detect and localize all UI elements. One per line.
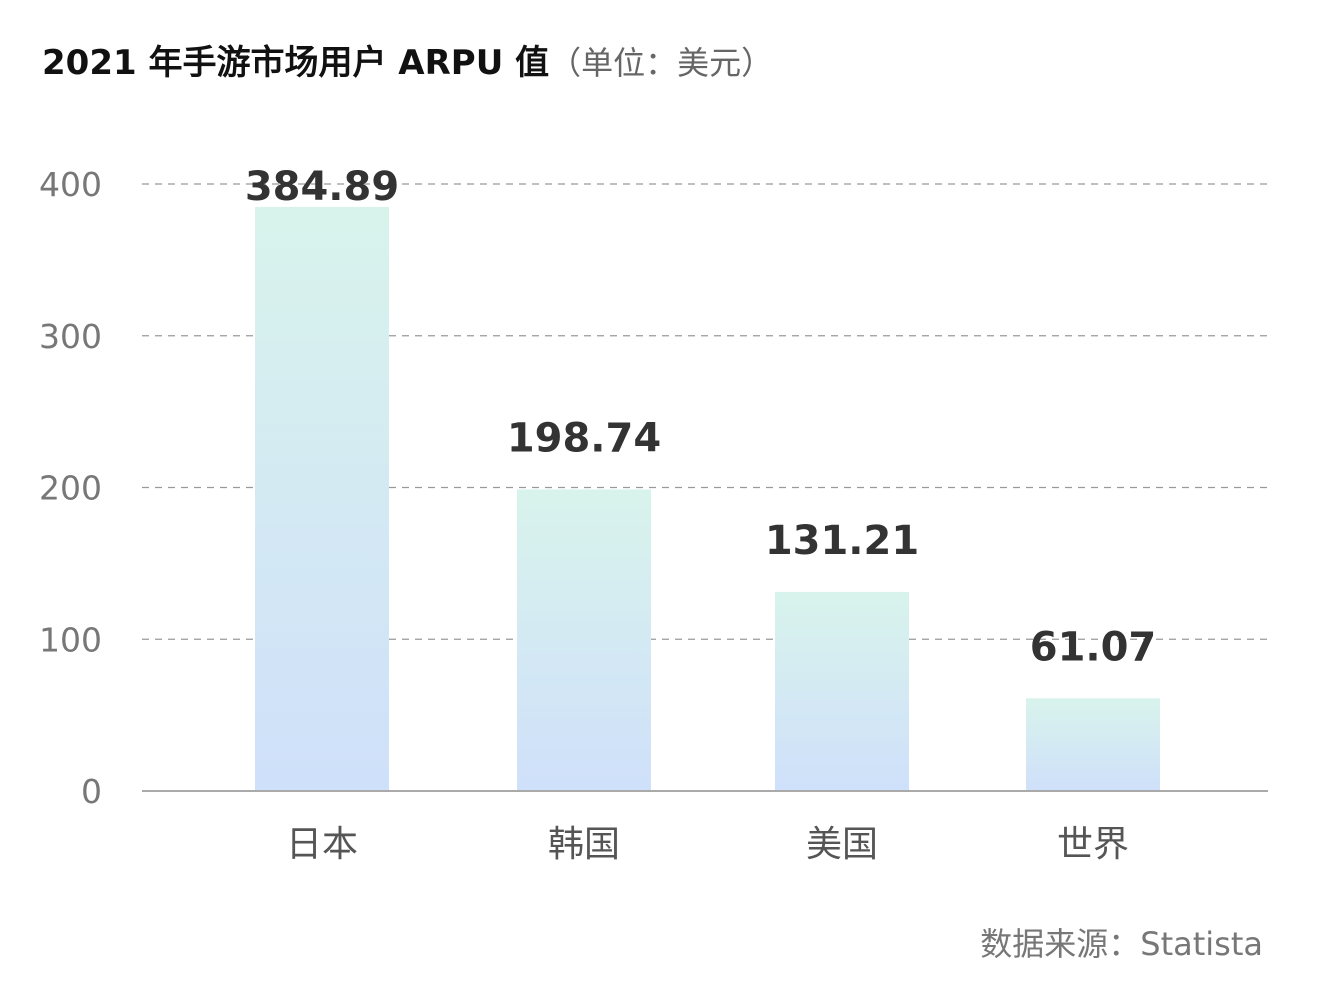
y-tick-label: 300 (39, 317, 102, 356)
y-tick-label: 200 (39, 469, 102, 508)
data-label: 198.74 (507, 415, 661, 461)
bar (1026, 698, 1160, 791)
y-axis-ticks: 0 100 200 300 400 (39, 165, 102, 811)
data-labels: 384.89 198.74 131.21 61.07 (245, 164, 1156, 670)
chart-title-main: 2021 年手游市场用户 ARPU 值 (42, 43, 549, 83)
x-axis-categories: 日本 韩国 美国 世界 (286, 824, 1129, 865)
data-label: 61.07 (1030, 624, 1157, 670)
x-category-label: 日本 (286, 824, 358, 865)
bar (255, 206, 389, 791)
x-category-label: 世界 (1057, 824, 1129, 865)
bar (775, 591, 909, 791)
y-tick-label: 400 (39, 165, 102, 204)
source-note: 数据来源：Statista (980, 925, 1263, 963)
x-category-label: 美国 (806, 824, 878, 865)
data-label: 131.21 (765, 518, 919, 564)
data-label: 384.89 (245, 164, 399, 210)
x-category-label: 韩国 (548, 824, 620, 865)
chart-title-unit: （单位：美元） (549, 44, 773, 82)
y-tick-label: 0 (81, 772, 102, 811)
bars (255, 206, 1160, 791)
chart-title: 2021 年手游市场用户 ARPU 值（单位：美元） (42, 43, 773, 83)
y-tick-label: 100 (39, 620, 102, 659)
bar (517, 489, 651, 791)
